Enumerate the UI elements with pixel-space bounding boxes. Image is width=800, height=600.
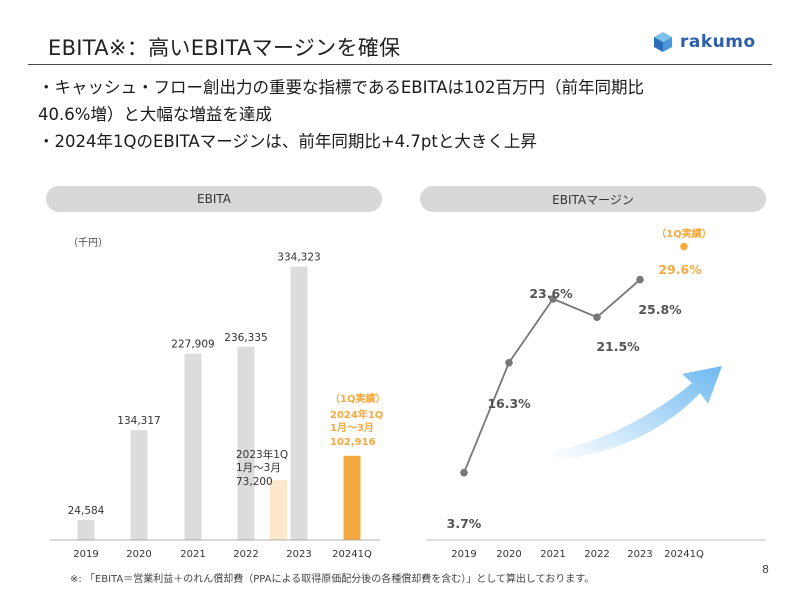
bar-value-label: 227,909 xyxy=(171,339,214,351)
point-value-label: 16.3% xyxy=(487,396,531,411)
point-value-label: 29.6% xyxy=(658,262,702,277)
margin-chart-header: EBITAマージン xyxy=(420,186,766,212)
bullet-line: 40.6%増）と大幅な増益を達成 xyxy=(38,105,272,124)
bar xyxy=(184,353,202,540)
point-value-label: 21.5% xyxy=(596,339,640,354)
x-tick-label: 2021 xyxy=(540,549,565,560)
x-tick-label: 2020 xyxy=(496,549,521,560)
highlight-point xyxy=(680,242,688,251)
bar-value-label: 236,335 xyxy=(224,332,267,344)
summary-bullets: ・キャッシュ・フロー創出力の重要な指標であるEBITAは102百万円（前年同期比… xyxy=(38,74,778,155)
company-logo: rakumo xyxy=(652,30,756,54)
bar-value-label: 24,584 xyxy=(68,505,105,517)
bar-note-line: 2023年1Q xyxy=(236,448,288,461)
x-tick-label: 20241Q xyxy=(664,549,704,560)
rakumo-logo-icon xyxy=(654,32,672,52)
page-number: 8 xyxy=(762,563,769,576)
bar-value-label: 102,916 xyxy=(330,437,376,448)
data-point xyxy=(505,358,513,367)
bar-value-label: 334,323 xyxy=(277,252,320,264)
x-tick-label: 2019 xyxy=(451,549,476,560)
bar-value-label: 73,200 xyxy=(236,476,273,488)
bar xyxy=(77,519,95,540)
x-tick-label: 2023 xyxy=(627,549,652,560)
page-title: EBITA※：高いEBITAマージンを確保 xyxy=(48,36,401,60)
logo-text: rakumo xyxy=(680,32,756,52)
bar xyxy=(290,266,308,540)
data-point xyxy=(549,295,557,303)
data-point xyxy=(636,275,644,284)
bar xyxy=(237,346,255,540)
bar-2023-1q xyxy=(270,480,287,540)
point-value-label: 23.6% xyxy=(529,286,573,301)
bar-value-label: 134,317 xyxy=(117,415,160,427)
data-point xyxy=(460,468,468,477)
x-tick-label: 20241Q xyxy=(332,549,372,560)
x-tick-label: 2022 xyxy=(233,549,258,560)
highlight-note: （1Q実績） xyxy=(656,227,711,240)
x-tick-label: 2019 xyxy=(73,549,98,560)
bar-annotation-line: 1月～3月 xyxy=(330,422,374,434)
bar xyxy=(343,455,361,540)
data-point xyxy=(593,313,601,322)
point-value-label: 25.8% xyxy=(638,302,682,317)
x-tick-label: 2020 xyxy=(126,549,151,560)
title-divider xyxy=(28,64,772,65)
bar-annotation-line: 2024年1Q xyxy=(330,408,383,421)
bar xyxy=(130,430,148,540)
x-tick-label: 2022 xyxy=(584,549,609,560)
trend-up-arrow-icon xyxy=(552,366,722,460)
ebita-chart-header: EBITA xyxy=(46,186,382,212)
bar-annotation-line: （1Q実績） xyxy=(330,392,385,405)
x-tick-label: 2021 xyxy=(180,549,205,560)
x-tick-label: 2023 xyxy=(286,549,311,560)
bullet-line: ・2024年1QのEBITAマージンは、前年同期比+4.7ptと大きく上昇 xyxy=(38,132,537,151)
bullet-line: ・キャッシュ・フロー創出力の重要な指標であるEBITAは102百万円（前年同期比 xyxy=(38,78,645,97)
point-value-label: 3.7% xyxy=(447,516,482,531)
footnote: ※: 「EBITA＝営業利益＋のれん償却費（PPAによる取得原価配分後の各種償却… xyxy=(70,574,595,585)
bar-note-line: 1月～3月 xyxy=(236,462,281,474)
unit-label: （千円） xyxy=(68,237,108,249)
